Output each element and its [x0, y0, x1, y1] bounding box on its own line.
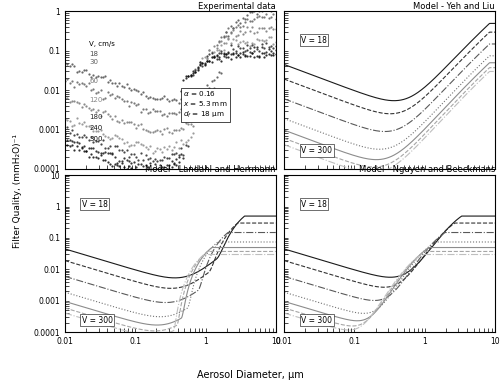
Text: 120: 120 — [89, 97, 102, 103]
Text: 60: 60 — [89, 78, 98, 84]
Text: V = 300: V = 300 — [301, 146, 332, 155]
Text: $\alpha$ = 0.16
$x$ = 5.3 mm
$d_f$ = 18 μm: $\alpha$ = 0.16 $x$ = 5.3 mm $d_f$ = 18 … — [183, 89, 228, 120]
Text: 180: 180 — [89, 114, 102, 120]
Text: 18: 18 — [89, 51, 98, 57]
Text: Model - Landahl and Herrmann: Model - Landahl and Herrmann — [146, 165, 276, 174]
Text: V, cm/s: V, cm/s — [89, 41, 115, 47]
Text: Experimental data: Experimental data — [198, 2, 276, 11]
Text: Model - Yeh and Liu: Model - Yeh and Liu — [414, 2, 495, 11]
Text: 300: 300 — [89, 136, 102, 142]
Text: 30: 30 — [89, 60, 98, 65]
Text: V = 300: V = 300 — [82, 316, 113, 325]
Text: Aerosol Diameter, μm: Aerosol Diameter, μm — [196, 370, 304, 380]
Text: V = 18: V = 18 — [301, 199, 327, 209]
Text: 240: 240 — [89, 125, 102, 131]
Text: V = 18: V = 18 — [82, 199, 108, 209]
Text: Filter Quality, (mmH₂O)⁻¹: Filter Quality, (mmH₂O)⁻¹ — [12, 134, 22, 248]
Text: V = 300: V = 300 — [301, 316, 332, 325]
Text: Model - Nguyen and Beeckmans: Model - Nguyen and Beeckmans — [358, 165, 495, 174]
Text: V = 18: V = 18 — [301, 36, 327, 45]
